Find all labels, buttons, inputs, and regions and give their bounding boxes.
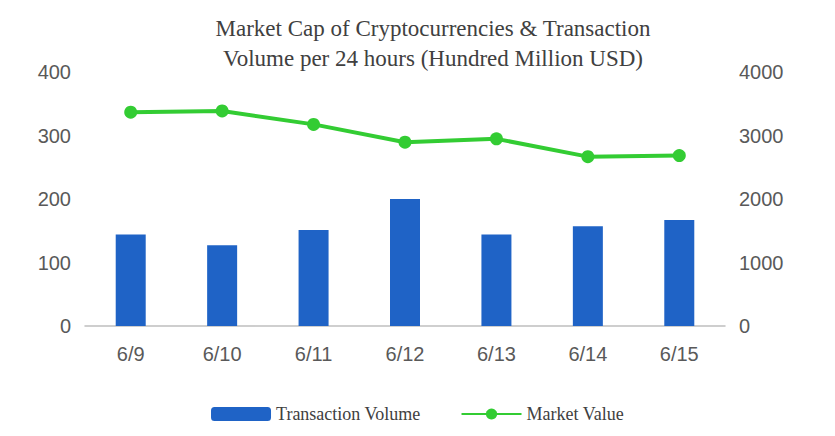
svg-text:4000: 4000 xyxy=(739,61,784,83)
svg-text:100: 100 xyxy=(38,252,71,274)
svg-text:Transaction Volume: Transaction Volume xyxy=(276,404,420,424)
svg-text:200: 200 xyxy=(38,188,71,210)
svg-text:6/13: 6/13 xyxy=(477,343,516,365)
svg-text:2000: 2000 xyxy=(739,188,784,210)
svg-text:6/9: 6/9 xyxy=(117,343,145,365)
svg-text:Volume per 24 hours (Hundred M: Volume per 24 hours (Hundred Million USD… xyxy=(223,46,643,71)
svg-text:0: 0 xyxy=(739,315,750,337)
svg-text:6/14: 6/14 xyxy=(568,343,607,365)
svg-text:6/11: 6/11 xyxy=(295,343,332,365)
svg-text:0: 0 xyxy=(60,315,71,337)
svg-text:3000: 3000 xyxy=(739,125,784,147)
svg-text:1000: 1000 xyxy=(739,252,784,274)
svg-text:Market Value: Market Value xyxy=(527,404,624,424)
svg-text:6/10: 6/10 xyxy=(203,343,242,365)
svg-text:300: 300 xyxy=(38,125,71,147)
svg-text:6/12: 6/12 xyxy=(386,343,425,365)
svg-text:400: 400 xyxy=(38,61,71,83)
svg-text:6/15: 6/15 xyxy=(660,343,699,365)
svg-text:Market Cap of Cryptocurrencies: Market Cap of Cryptocurrencies & Transac… xyxy=(216,16,651,41)
